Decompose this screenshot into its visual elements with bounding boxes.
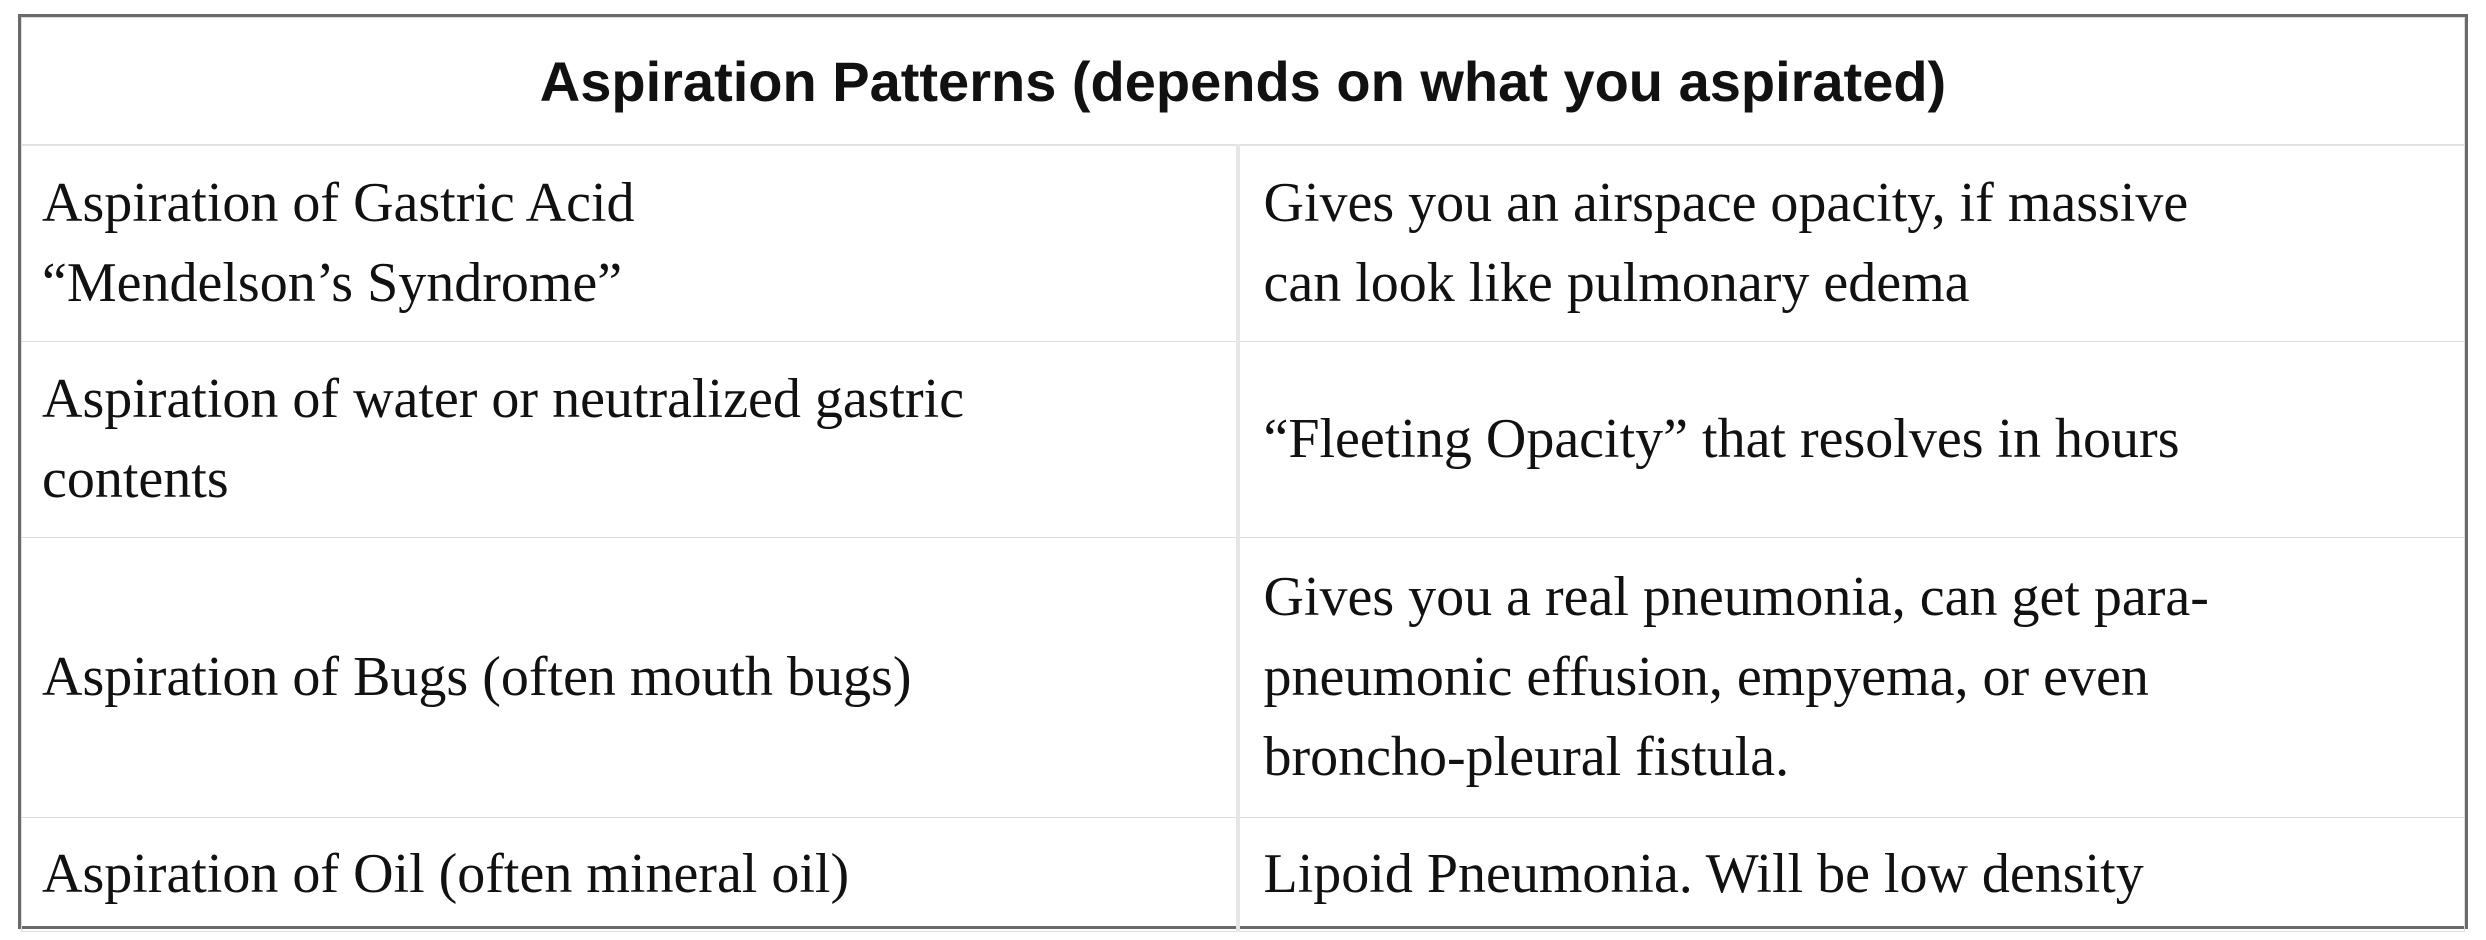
description-cell: Lipoid Pneumonia. Will be low density: [1237, 816, 2465, 932]
description-cell: Gives you a real pneumonia, can get para…: [1237, 536, 2465, 818]
description-cell: “Fleeting Opacity” that resolves in hour…: [1237, 340, 2465, 538]
cell-line: can look like pulmonary edema: [1263, 252, 1970, 315]
cell-line: pneumonic effusion, empyema, or even: [1263, 646, 2149, 708]
table-row: Aspiration of Bugs (often mouth bugs) Gi…: [21, 536, 2465, 818]
cell-line: Lipoid Pneumonia. Will be low density: [1263, 843, 2144, 905]
cell-line: “Fleeting Opacity” that resolves in hour…: [1263, 408, 2180, 470]
cell-line: contents: [42, 448, 229, 510]
table-row: Aspiration of water or neutralized gastr…: [21, 340, 2465, 538]
cell-line: Aspiration of Bugs (often mouth bugs): [42, 646, 912, 708]
table: Aspiration Patterns (depends on what you…: [21, 17, 2465, 932]
table-title: Aspiration Patterns (depends on what you…: [21, 17, 2465, 146]
pattern-cell: Aspiration of Gastric Acid “Mendelson’s …: [21, 144, 1240, 342]
cell-line: Gives you an airspace opacity, if massiv…: [1263, 172, 2189, 235]
cell-line: Gives you a real pneumonia, can get para…: [1263, 566, 2209, 628]
cell-line: Aspiration of Gastric Acid: [42, 172, 635, 235]
pattern-cell: Aspiration of water or neutralized gastr…: [21, 340, 1240, 538]
aspiration-patterns-table: Aspiration Patterns (depends on what you…: [18, 14, 2468, 932]
table-header-row: Aspiration Patterns (depends on what you…: [21, 17, 2465, 146]
table-row: Aspiration of Oil (often mineral oil) Li…: [21, 816, 2465, 932]
cell-line: broncho-pleural fistula.: [1263, 726, 1790, 788]
pattern-cell: Aspiration of Oil (often mineral oil): [21, 816, 1240, 932]
cell-line: “Mendelson’s Syndrome”: [42, 252, 623, 315]
description-cell: Gives you an airspace opacity, if massiv…: [1237, 144, 2465, 342]
pattern-cell: Aspiration of Bugs (often mouth bugs): [21, 536, 1240, 818]
cell-line: Aspiration of water or neutralized gastr…: [42, 368, 965, 430]
cell-line: Aspiration of Oil (often mineral oil): [42, 843, 850, 905]
table-row: Aspiration of Gastric Acid “Mendelson’s …: [21, 144, 2465, 342]
